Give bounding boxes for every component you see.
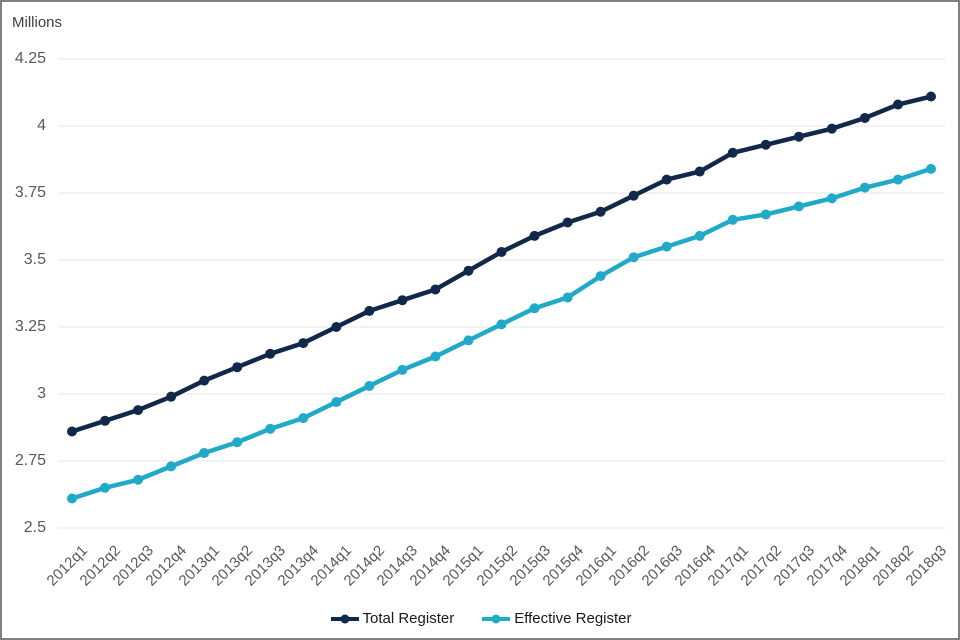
effective-register-data-point <box>364 380 375 391</box>
effective-register-data-point <box>397 364 408 375</box>
total-register-data-point <box>232 362 243 373</box>
total-register-data-point <box>562 217 573 228</box>
effective-register-data-point <box>826 193 837 204</box>
total-register-data-point <box>892 99 903 110</box>
total-register-data-point <box>595 206 606 217</box>
y-axis-tick-label: 4.25 <box>14 50 46 67</box>
legend-label-total-register: Total Register <box>362 610 455 627</box>
effective-register-data-point <box>562 292 573 303</box>
legend-label-effective-register: Effective Register <box>514 610 632 627</box>
total-register-data-point <box>265 348 276 359</box>
total-register-data-point <box>199 375 210 386</box>
total-register-data-point <box>67 426 77 437</box>
effective-register-line <box>71 166 932 501</box>
y-axis-tick-label: 2.5 <box>23 519 46 536</box>
effective-register-data-point <box>199 447 210 458</box>
effective-register-data-point <box>265 423 276 434</box>
total-register-data-point <box>331 322 342 332</box>
total-register-data-point <box>760 139 771 150</box>
effective-register-data-point <box>760 209 771 220</box>
effective-register-data-point <box>694 230 705 241</box>
total-register-data-point <box>397 295 408 306</box>
total-register-data-point <box>694 166 705 177</box>
legend-item-effective-register: Effective Register <box>480 610 632 627</box>
total-register-data-point <box>661 174 672 185</box>
total-register-legend-swatch-icon <box>330 614 359 623</box>
total-register-data-point <box>166 391 177 402</box>
effective-register-data-point <box>298 413 309 424</box>
y-axis-tick-label: 3.25 <box>14 318 46 335</box>
effective-register-data-point <box>892 174 903 185</box>
total-register-data-point <box>430 284 441 295</box>
effective-register-data-point <box>232 437 243 448</box>
effective-register-data-point <box>529 303 540 314</box>
y-axis-tick-label: 2.75 <box>14 452 46 469</box>
effective-register-data-point <box>926 163 936 174</box>
y-axis-tick-label: 3.5 <box>23 251 46 268</box>
effective-register-data-point <box>661 241 672 252</box>
effective-register-data-point <box>859 182 870 193</box>
effective-register-data-point <box>727 214 738 225</box>
total-register-data-point <box>628 190 639 201</box>
total-register-data-point <box>133 405 144 416</box>
y-axis-tick-label: 3 <box>37 385 46 402</box>
effective-register-data-point <box>67 493 77 504</box>
legend-item-total-register: Total Register <box>329 610 455 627</box>
effective-register-data-point <box>496 319 507 330</box>
effective-register-data-point <box>628 252 639 263</box>
total-register-data-point <box>926 91 936 102</box>
total-register-data-point <box>793 131 804 142</box>
total-register-data-point <box>529 230 540 241</box>
effective-register-data-point <box>166 461 177 472</box>
total-register-data-point <box>859 112 870 123</box>
total-register-data-point <box>826 123 837 134</box>
total-register-data-point <box>496 246 507 257</box>
legend: Total Register Effective Register <box>2 610 958 627</box>
effective-register-data-point <box>463 335 474 346</box>
effective-register-data-point <box>793 201 804 212</box>
effective-register-data-point <box>100 482 111 493</box>
y-axis-units-label: Millions <box>12 14 63 31</box>
y-axis-tick-label: 3.75 <box>14 184 46 201</box>
total-register-data-point <box>364 305 375 316</box>
y-axis-tick-label: 4 <box>37 117 46 134</box>
effective-register-data-point <box>595 271 606 282</box>
total-register-data-point <box>727 147 738 158</box>
effective-register-legend-swatch-icon <box>482 614 511 623</box>
total-register-data-point <box>463 265 474 276</box>
total-register-data-point <box>298 338 309 349</box>
effective-register-data-point <box>133 474 144 485</box>
total-register-data-point <box>100 415 111 426</box>
effective-register-data-point <box>430 351 441 362</box>
effective-register-data-point <box>331 397 342 408</box>
